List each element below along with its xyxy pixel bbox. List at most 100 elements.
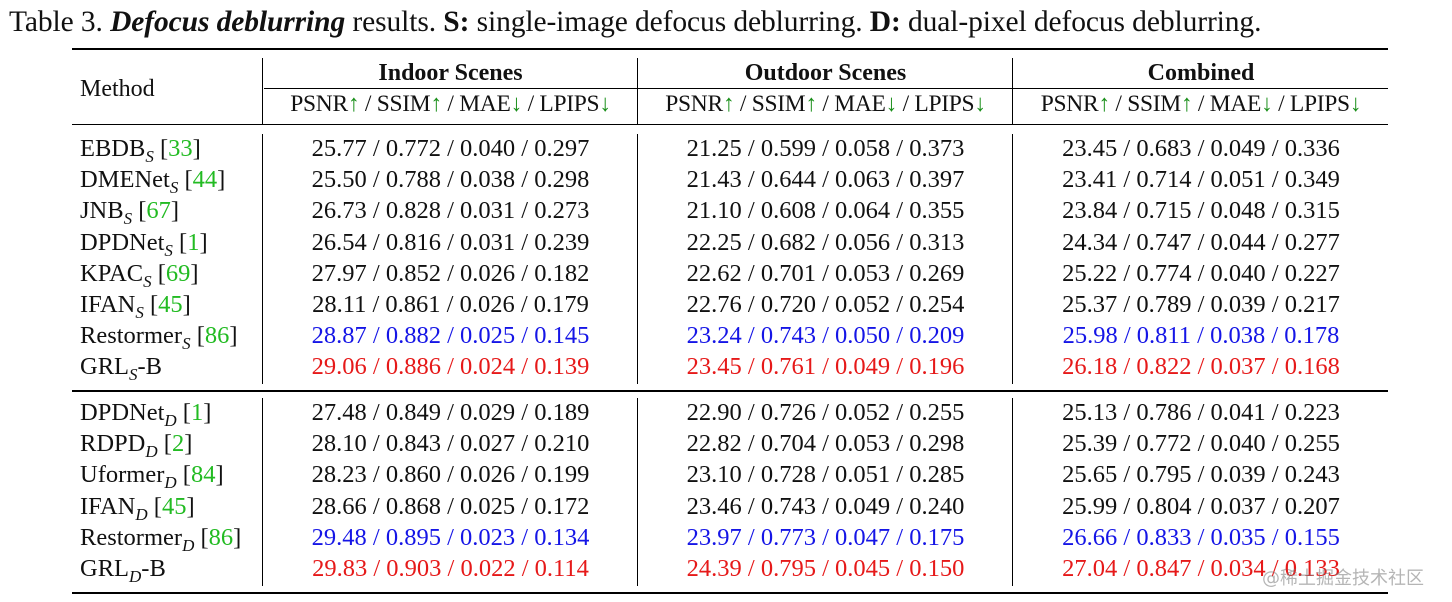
method-name: DMENetS [44] [80,166,226,198]
cell-combined: 24.34 / 0.747 / 0.044 / 0.277 [1062,228,1340,256]
method-label: DPDNet [80,399,165,426]
citation-link[interactable]: 2 [171,430,185,458]
citation-link[interactable]: 44 [192,166,218,194]
caption-rest: results. [345,6,444,38]
cell-indoor: 29.06 / 0.886 / 0.024 / 0.139 [311,353,590,381]
cell-combined: 23.84 / 0.715 / 0.048 / 0.315 [1062,197,1340,225]
metric-header-outdoor: PSNR↑ / SSIM↑ / MAE↓ / LPIPS↓ [639,88,1012,120]
citation-link[interactable]: 69 [165,259,191,287]
arrow-up-icon: ↑ [1098,91,1110,117]
table-row: DMENetS [44] 25.50 / 0.788 / 0.038 / 0.29… [0,164,1452,197]
table-row: UformerD [84] 28.23 / 0.860 / 0.026 / 0.1… [0,459,1452,492]
cell-outdoor: 21.43 / 0.644 / 0.063 / 0.397 [686,166,965,194]
metric-header-indoor: PSNR↑ / SSIM↑ / MAE↓ / LPIPS↓ [264,88,637,120]
citation-link[interactable]: 45 [161,492,187,520]
cell-combined: 23.45 / 0.683 / 0.049 / 0.336 [1062,135,1340,162]
metric-label: PSNR [290,91,348,117]
citation-link[interactable]: 84 [190,461,216,489]
cell-outdoor: 22.62 / 0.701 / 0.053 / 0.269 [686,259,965,287]
group-header-outdoor: Outdoor Scenes [744,60,907,86]
cell-indoor: 28.11 / 0.861 / 0.026 / 0.179 [312,291,589,318]
arrow-up-icon: ↑ [430,91,442,117]
top-rule [72,48,1388,51]
metric-separator: / [734,91,752,117]
method-name: UformerD [84] [80,461,224,493]
cell-combined: 26.18 / 0.822 / 0.037 / 0.168 [1062,353,1340,381]
table-row: IFAND [45] 28.66 / 0.868 / 0.025 / 0.172 2… [0,491,1452,524]
cell-combined: 25.22 / 0.774 / 0.040 / 0.227 [1062,259,1340,287]
cell-outdoor: 23.24 / 0.743 / 0.050 / 0.209 [686,322,965,350]
caption-d-text: dual-pixel defocus deblurring. [900,6,1262,38]
method-subscript: D [164,473,177,493]
method-name: EBDBS [33] [80,135,201,166]
caption-s-key: S: [443,6,470,38]
method-subscript: D [129,566,142,586]
table-row: DPDNetD [1] 27.48 / 0.849 / 0.029 / 0.189… [0,397,1452,430]
cell-indoor: 29.83 / 0.903 / 0.022 / 0.114 [312,555,589,582]
method-suffix: -B [141,555,166,582]
cell-outdoor: 23.46 / 0.743 / 0.049 / 0.240 [686,492,965,520]
citation-link[interactable]: 1 [187,228,200,256]
cell-combined: 25.39 / 0.772 / 0.040 / 0.255 [1062,430,1340,458]
cell-outdoor: 23.97 / 0.773 / 0.047 / 0.175 [686,523,965,551]
caption-title: Defocus deblurring [110,6,346,38]
metric-label: MAE [834,91,886,117]
cell-indoor: 27.97 / 0.852 / 0.026 / 0.182 [311,259,590,287]
method-name: DPDNetS [1] [80,228,208,260]
caption-prefix: Table 3. [9,6,111,38]
metric-label: LPIPS [914,91,975,117]
metric-label: PSNR [665,91,723,117]
citation-link[interactable]: 33 [168,135,193,162]
table-row: EBDBS [33] 25.77 / 0.772 / 0.040 / 0.297 2… [0,133,1452,166]
citation-link[interactable]: 67 [146,197,171,225]
metric-label: SSIM [751,91,806,117]
group-header-indoor: Indoor Scenes [378,60,523,86]
method-subscript: D [182,535,195,555]
metric-label: LPIPS [1289,91,1350,117]
method-name: RestormerS [86] [80,322,238,354]
citation-link[interactable]: 86 [204,322,230,350]
method-subscript: S [135,302,144,322]
arrow-down-icon: ↓ [974,91,986,117]
table-row: RDPDD [2] 28.10 / 0.843 / 0.027 / 0.210 2 2… [0,428,1452,461]
cell-combined: 25.98 / 0.811 / 0.038 / 0.178 [1062,322,1340,350]
metric-label: PSNR [1040,91,1099,117]
method-subscript: S [143,271,152,291]
arrow-down-icon: ↓ [1349,91,1362,117]
arrow-up-icon: ↑ [1180,91,1193,117]
citation-link[interactable]: 86 [208,523,234,551]
cell-outdoor: 22.76 / 0.720 / 0.052 / 0.254 [686,291,965,318]
metric-separator: / [1109,91,1128,117]
cell-indoor: 28.10 / 0.843 / 0.027 / 0.210 [311,430,590,458]
metric-label: MAE [459,91,511,117]
header-rule [72,124,1388,126]
section-rule [72,390,1388,393]
method-subscript: D [135,504,148,524]
method-label: RDPD [80,430,146,458]
metric-separator: / [897,91,915,117]
metric-header-combined: PSNR↑ / SSIM↑ / MAE↓ / LPIPS↓ [1014,88,1388,120]
citation-link[interactable]: 1 [190,399,204,426]
cell-combined: 25.99 / 0.804 / 0.037 / 0.207 [1062,492,1340,520]
cell-outdoor: 21.25 / 0.599 / 0.058 / 0.373 [686,135,965,162]
method-name: IFANS [45] [80,291,191,322]
column-divider-2 [637,58,639,124]
cell-combined: 26.66 / 0.833 / 0.035 / 0.155 [1062,523,1340,551]
method-name: RDPDD [2] [80,430,193,462]
method-subscript: S [129,365,138,385]
group-header-combined: Combined [1147,60,1255,86]
metric-label: MAE [1209,91,1262,117]
method-name: JNBS [67] [80,197,180,229]
method-label: EBDB [80,135,146,162]
table-row: JNBS [67] 26.73 / 0.828 / 0.031 / 0.273 21… [0,195,1452,228]
metric-separator: / [1192,91,1210,117]
cell-outdoor: 22.90 / 0.726 / 0.052 / 0.255 [686,399,965,426]
citation-link[interactable]: 45 [158,291,183,318]
cell-indoor: 28.66 / 0.868 / 0.025 / 0.172 [311,492,590,520]
caption-d-key: D: [869,6,901,38]
method-subscript: S [164,240,173,260]
method-label: Restormer [80,322,183,350]
method-label: IFAN [80,492,136,520]
cell-combined: 27.04 / 0.847 / 0.034 / 0.133 [1062,555,1340,582]
column-divider-1 [262,58,264,124]
